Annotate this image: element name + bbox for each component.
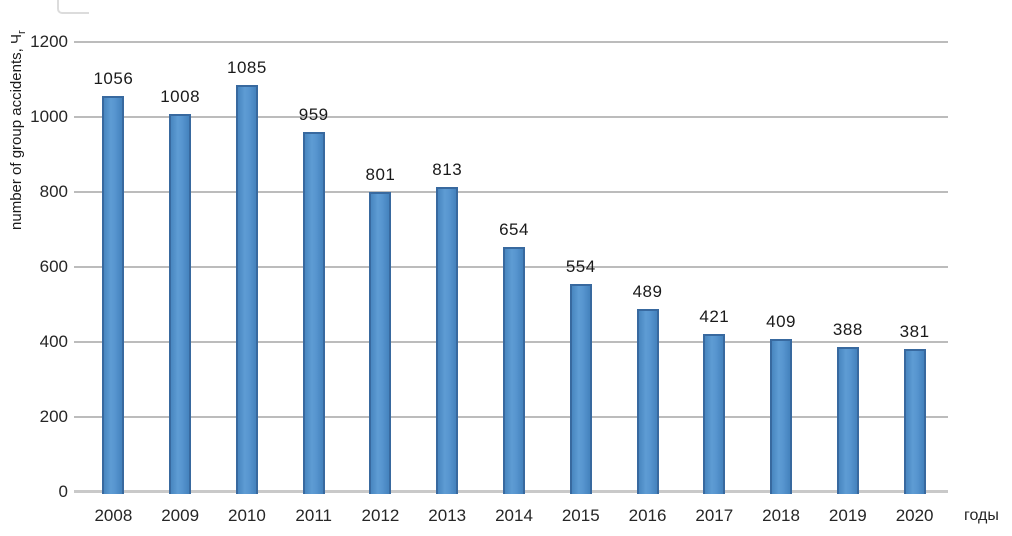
bar-value-label: 388: [832, 319, 863, 339]
y-tick-label: 200: [39, 407, 68, 426]
bar-value-label: 813: [432, 160, 463, 180]
x-tick-label: 2018: [762, 506, 800, 525]
bar: [102, 96, 125, 494]
bar: [636, 308, 659, 494]
x-tick-label: 2011: [295, 506, 332, 525]
plot-area: [74, 41, 948, 494]
x-axis-title: годы: [964, 507, 999, 524]
bar-value-label: 654: [499, 219, 529, 239]
bar-value-label: 409: [766, 311, 796, 331]
gridline: [74, 116, 948, 118]
y-tick-label: 400: [39, 332, 68, 351]
bar: [903, 349, 926, 494]
x-tick-label: 2012: [361, 506, 400, 525]
y-tick-label: 0: [58, 482, 68, 501]
bar: [770, 338, 793, 494]
x-tick-label: 2014: [495, 506, 533, 525]
gridline: [74, 191, 948, 193]
bar: [436, 187, 459, 494]
x-tick-label: 2009: [161, 506, 200, 525]
gridline: [74, 41, 948, 43]
x-tick-label: 2013: [428, 506, 467, 525]
bar-value-label: 1056: [93, 69, 134, 88]
bar: [169, 114, 192, 494]
bar: [302, 132, 325, 494]
bar-value-label: 1008: [160, 87, 201, 106]
bar-value-label: 1085: [227, 58, 267, 78]
bar: [503, 246, 525, 494]
bar: [703, 334, 726, 494]
bar-value-label: 421: [699, 307, 730, 327]
bar: [235, 85, 258, 494]
bar-value-label: 959: [298, 105, 329, 125]
bar: [569, 284, 592, 494]
bar-value-label: 554: [565, 257, 596, 277]
x-tick-label: 2010: [228, 506, 266, 525]
cropped-artifact: [57, 0, 89, 14]
x-tick-label: 2016: [628, 506, 667, 525]
bar-value-label: 489: [632, 281, 663, 301]
bar-value-label: 801: [365, 164, 396, 184]
y-tick-label: 1000: [30, 107, 68, 126]
bar: [369, 191, 392, 494]
x-tick-label: 2015: [561, 506, 600, 525]
x-tick-label: 2020: [895, 506, 934, 525]
x-tick-label: 2008: [94, 506, 133, 525]
y-tick-label: 800: [39, 182, 68, 201]
x-tick-label: 2019: [828, 506, 867, 525]
y-tick-label: 1200: [30, 32, 68, 51]
bar: [836, 346, 859, 494]
y-tick-label: 600: [39, 257, 68, 276]
x-tick-label: 2017: [695, 506, 734, 525]
bar-value-label: 381: [899, 322, 930, 342]
